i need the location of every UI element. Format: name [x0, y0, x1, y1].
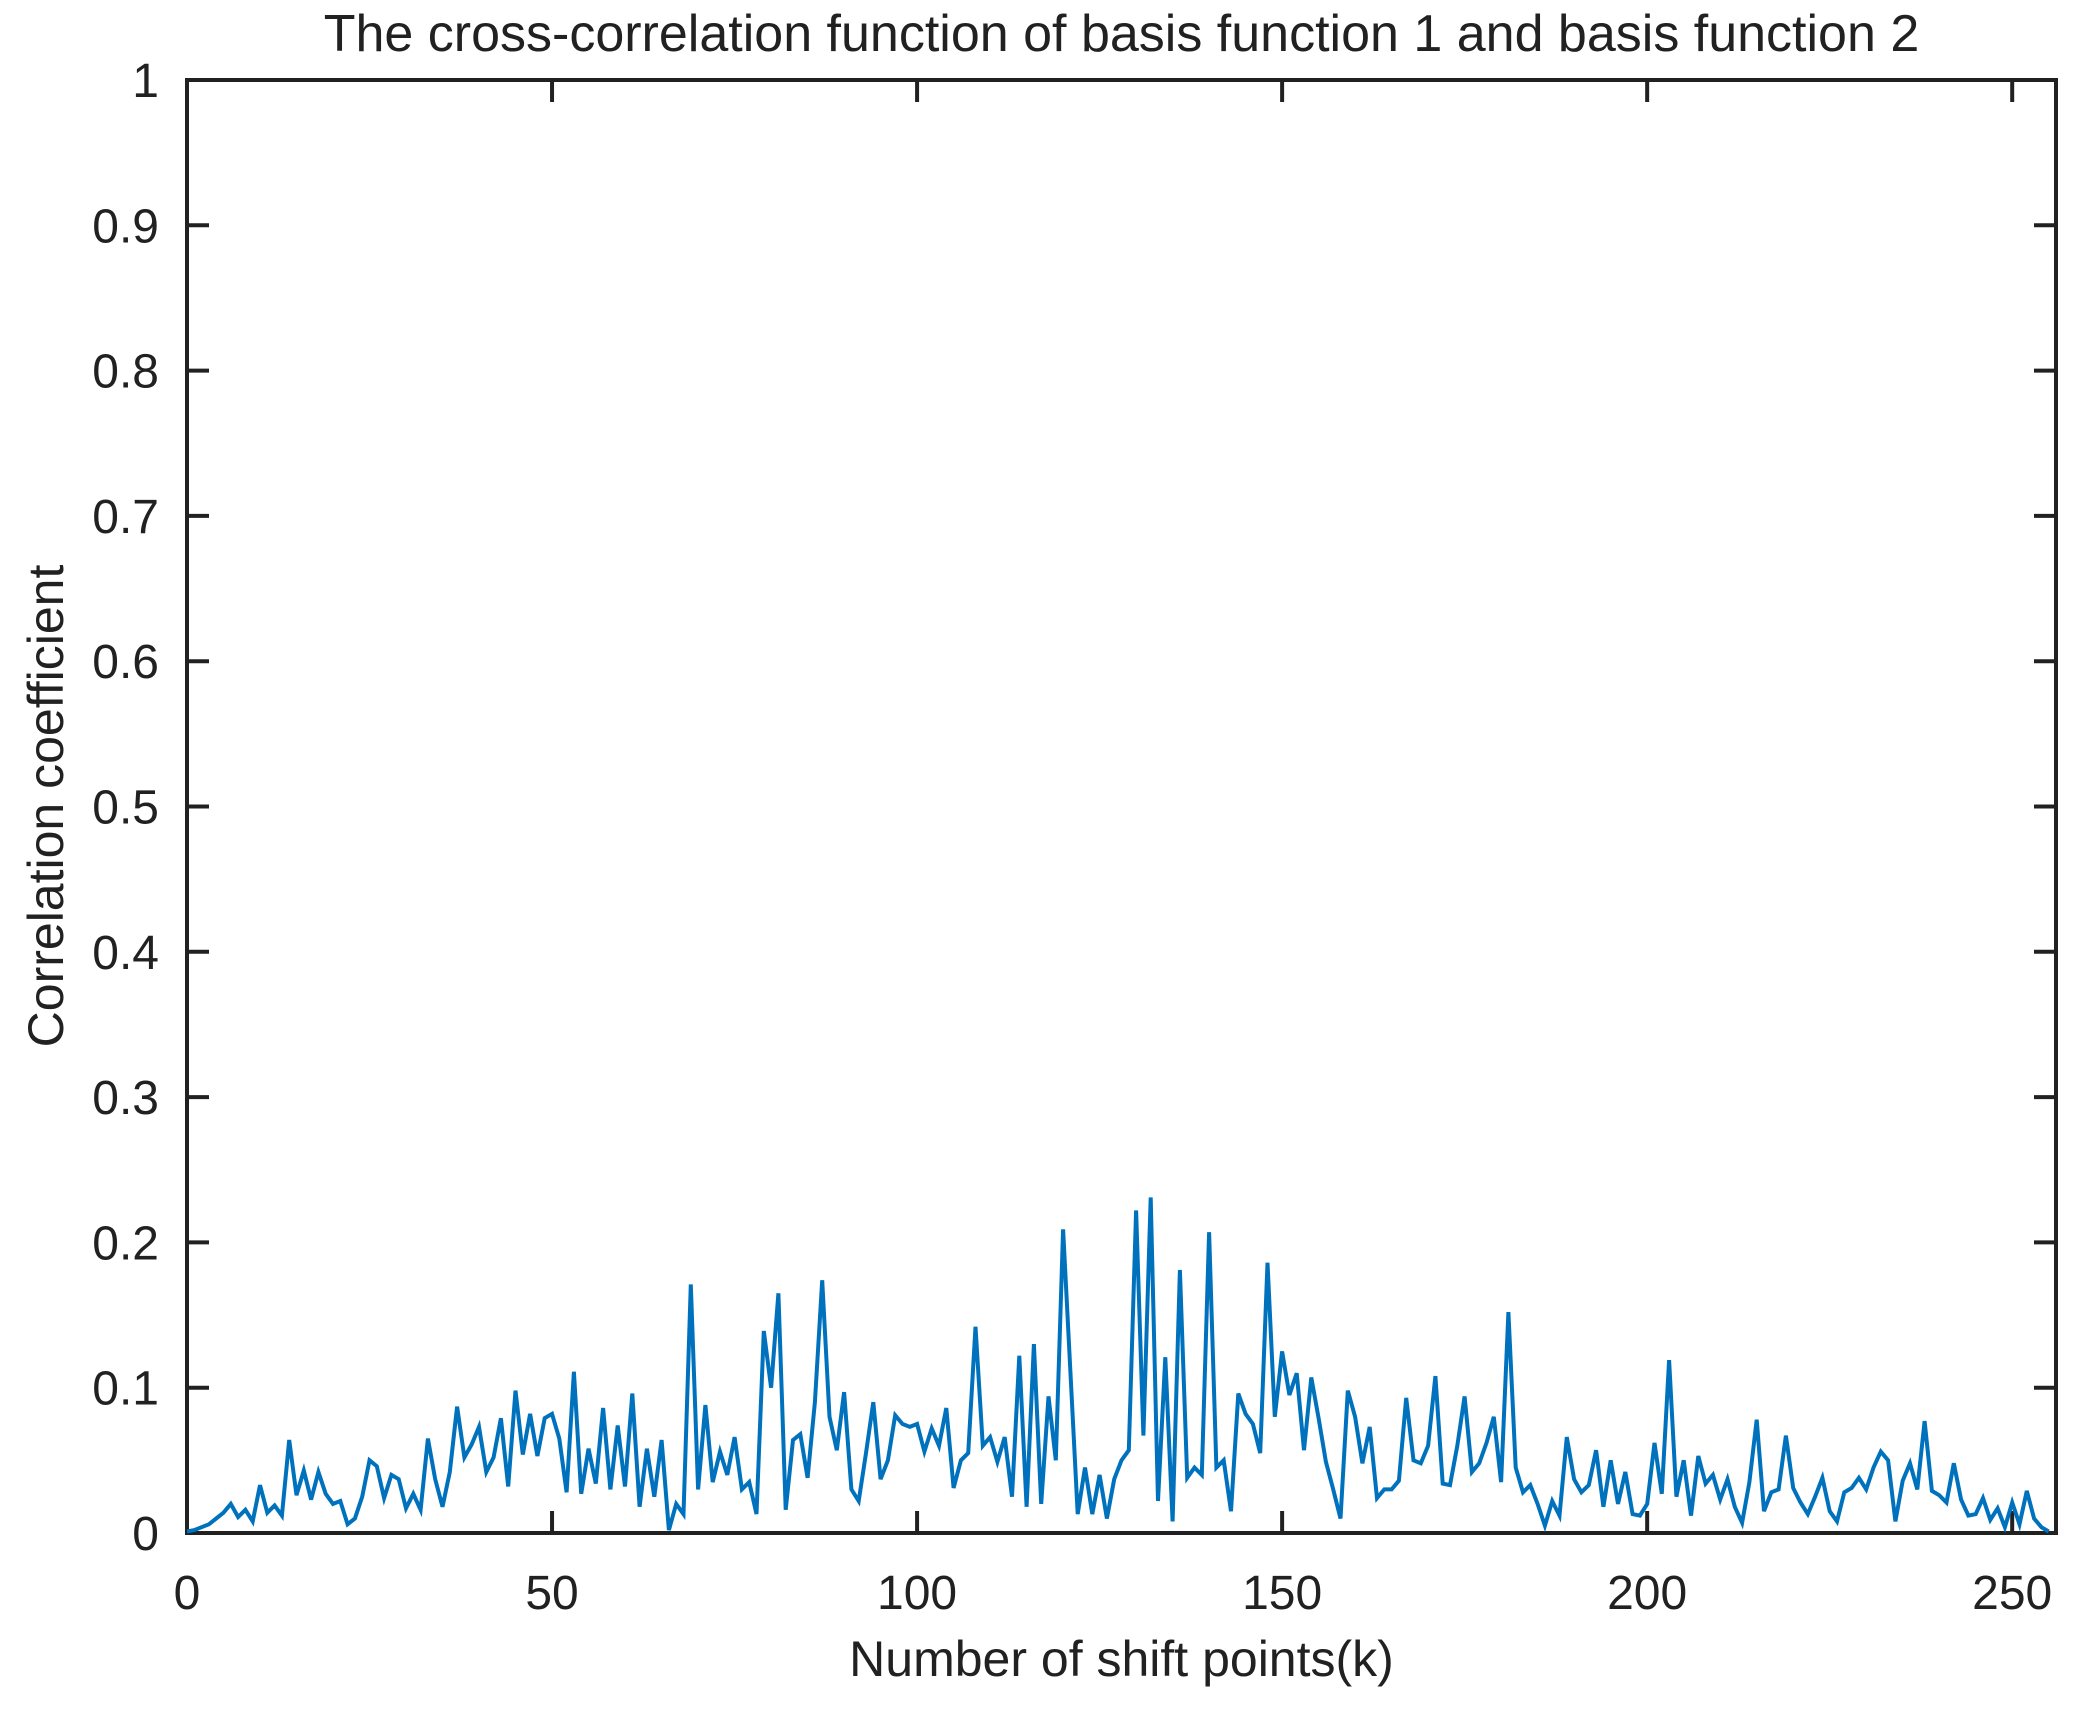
plot-border — [185, 78, 2058, 1535]
y-tick-label: 0 — [132, 1508, 159, 1561]
x-tick-label: 50 — [525, 1567, 578, 1620]
y-tick-label: 0.3 — [92, 1072, 159, 1125]
y-tick-label: 0.4 — [92, 927, 159, 980]
y-tick-label: 0.7 — [92, 491, 159, 544]
y-tick-label: 0.5 — [92, 782, 159, 835]
x-axis-label: Number of shift points(k) — [849, 1631, 1394, 1687]
x-tick-label: 200 — [1607, 1567, 1687, 1620]
y-tick-label: 0.2 — [92, 1217, 159, 1270]
y-tick-label: 0.6 — [92, 636, 159, 689]
x-tick-label: 100 — [877, 1567, 957, 1620]
correlation-line — [186, 1197, 2050, 1534]
y-tick-label: 0.1 — [92, 1363, 159, 1416]
x-tick-label: 150 — [1242, 1567, 1322, 1620]
x-tick-label: 0 — [174, 1567, 201, 1620]
x-tick-label: 250 — [1972, 1567, 2052, 1620]
y-tick-label: 0.9 — [92, 200, 159, 253]
y-tick-label: 0.8 — [92, 346, 159, 399]
chart-title: The cross-correlation function of basis … — [323, 5, 1920, 63]
y-tick-label: 1 — [132, 55, 159, 108]
